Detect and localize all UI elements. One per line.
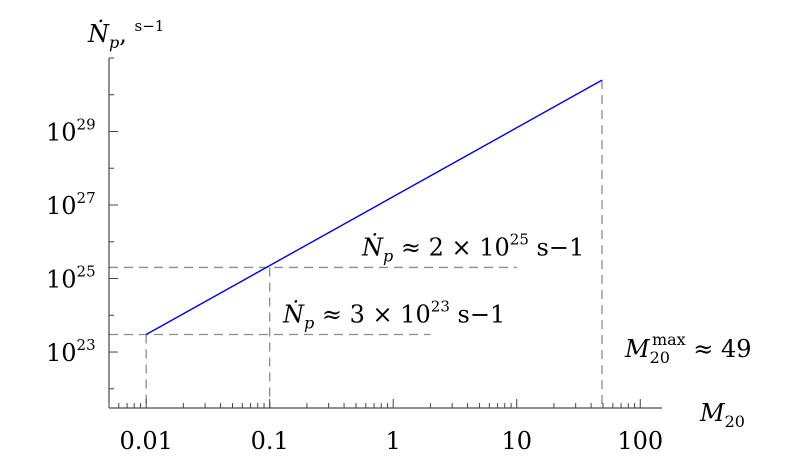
series (145, 79, 603, 336)
annotation-rate-low: Ṅp ≈ 3 × 1023 s−1 (282, 297, 505, 332)
reference-lines (109, 80, 603, 408)
annotation-max-mass: M20max ≈ 49 (624, 330, 752, 367)
y-tick-label: 1029 (46, 116, 96, 147)
axes: 0.01 0.1 1 10 100 1023 1025 1027 1029 M20 Ṅp, s−1 (46, 17, 745, 455)
y-tick-label: 1023 (46, 336, 96, 367)
x-axis-title: M20 (699, 399, 745, 431)
x-tick-label: 10 (501, 427, 532, 455)
x-tick-label: 100 (617, 427, 663, 455)
x-tick-label: 0.1 (251, 427, 289, 455)
labels: Ṅp ≈ 2 × 1025 s−1 Ṅp ≈ 3 × 1023 s−1 M20max… (282, 230, 752, 367)
series-line (145, 79, 603, 336)
y-tick-label: 1027 (46, 189, 96, 220)
y-axis-title: Ṅp, s−1 (87, 17, 164, 52)
y-tick-label: 1025 (46, 263, 96, 294)
annotation-rate-high: Ṅp ≈ 2 × 1025 s−1 (361, 230, 584, 265)
x-tick-label: 0.01 (119, 427, 172, 455)
x-tick-label: 1 (386, 427, 401, 455)
